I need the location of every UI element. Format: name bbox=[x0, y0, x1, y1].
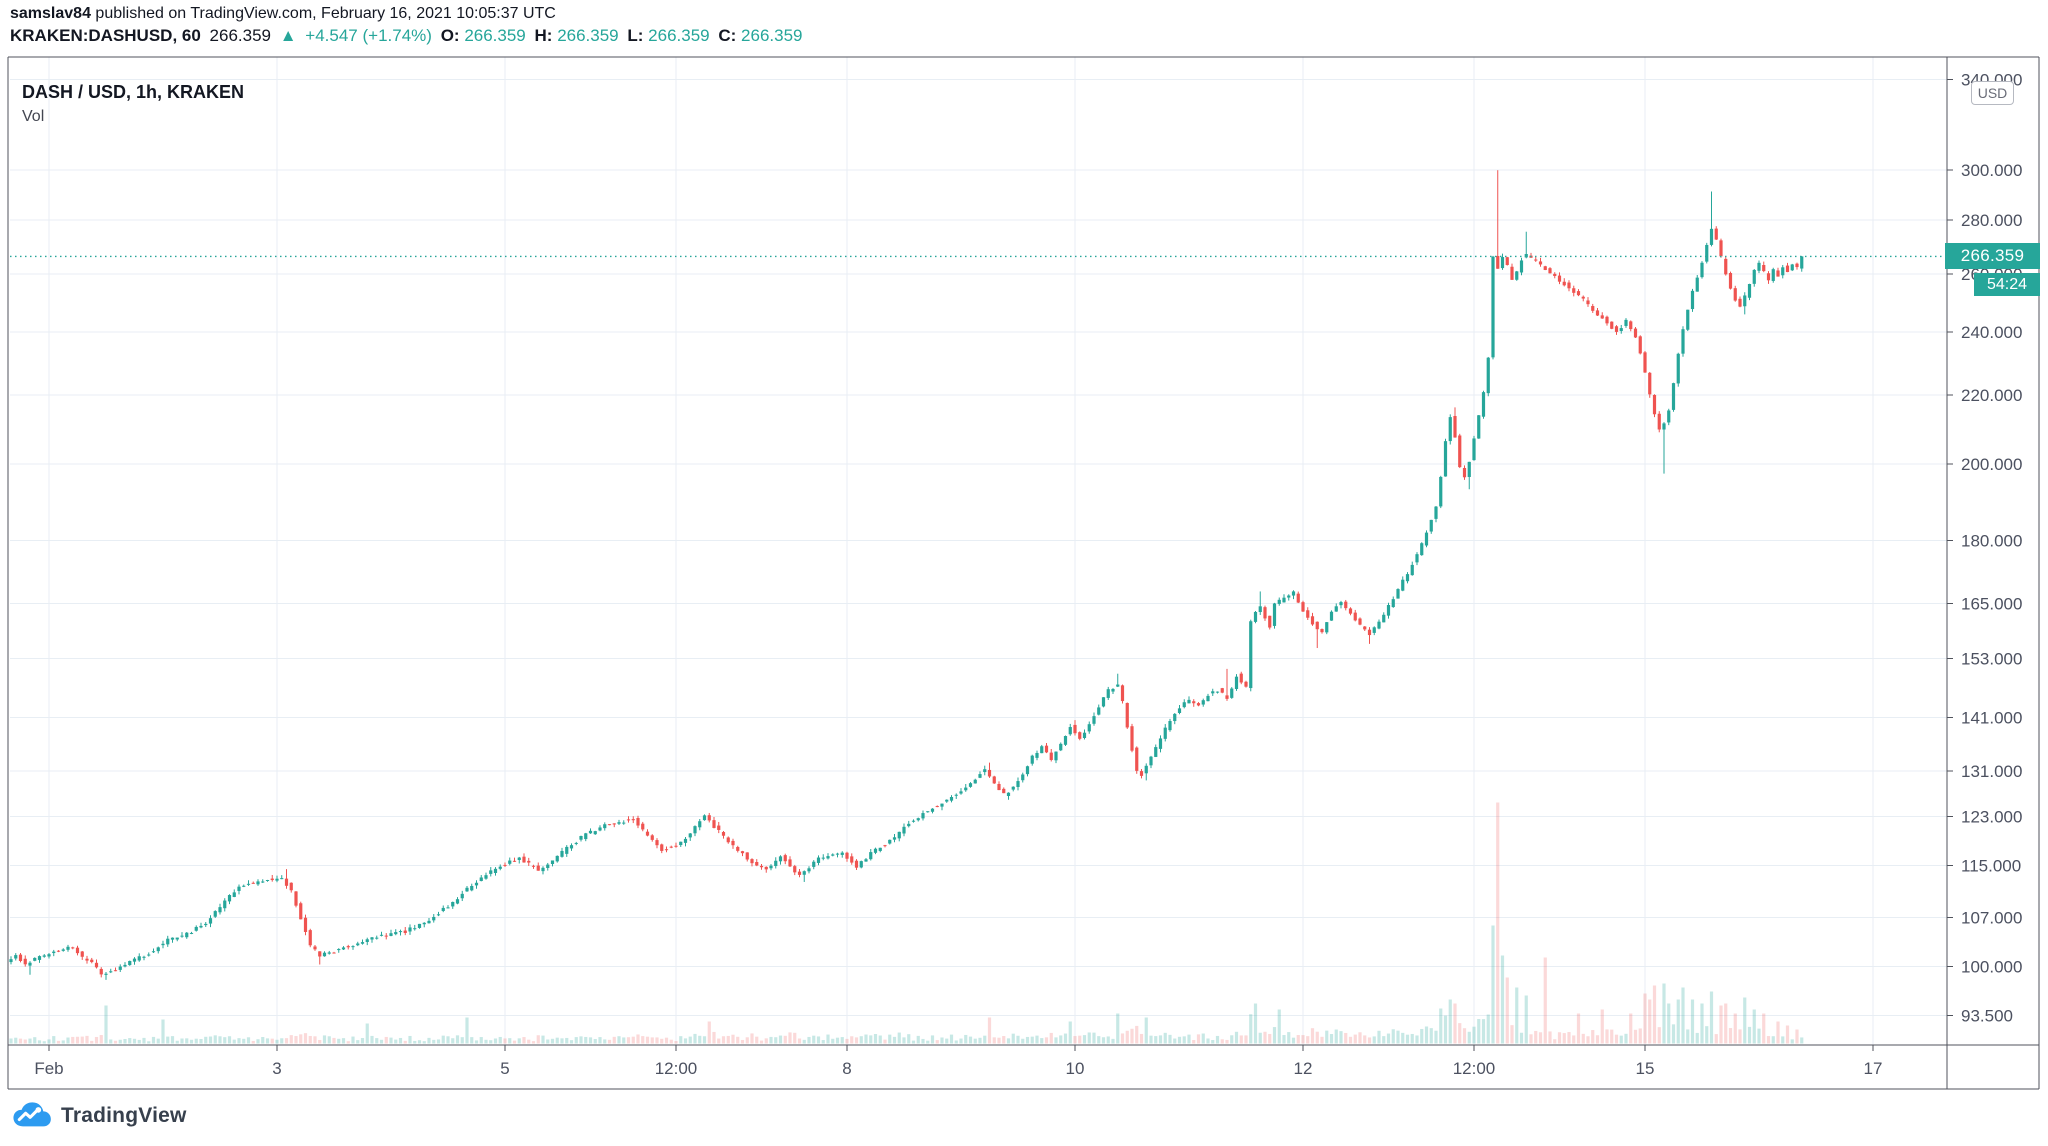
open-value: 266.359 bbox=[464, 26, 526, 45]
svg-text:165.000: 165.000 bbox=[1961, 595, 2022, 614]
up-arrow-icon: ▲ bbox=[279, 26, 297, 45]
current-price-badge: 266.359 bbox=[1945, 243, 2040, 269]
svg-text:Feb: Feb bbox=[34, 1059, 63, 1078]
svg-text:180.000: 180.000 bbox=[1961, 532, 2022, 551]
publish-text: published on TradingView.com, February 1… bbox=[90, 5, 556, 22]
last-price: 266.359 bbox=[209, 26, 271, 45]
symbol-interval: KRAKEN:DASHUSD, 60 bbox=[10, 26, 201, 45]
high-value: 266.359 bbox=[557, 26, 619, 45]
tradingview-logo-text: TradingView bbox=[61, 1103, 187, 1127]
svg-text:5: 5 bbox=[500, 1059, 509, 1078]
svg-text:280.000: 280.000 bbox=[1961, 211, 2022, 230]
tradingview-cloud-icon bbox=[13, 1102, 51, 1127]
svg-text:12:00: 12:00 bbox=[1453, 1059, 1496, 1078]
svg-text:123.000: 123.000 bbox=[1961, 808, 2022, 827]
svg-text:153.000: 153.000 bbox=[1961, 649, 2022, 668]
svg-text:3: 3 bbox=[272, 1059, 281, 1078]
tradingview-logo[interactable]: TradingView bbox=[12, 1101, 187, 1130]
svg-text:15: 15 bbox=[1636, 1059, 1655, 1078]
close-label: C: bbox=[718, 26, 737, 45]
svg-text:240.000: 240.000 bbox=[1961, 323, 2022, 342]
currency-unit-button[interactable]: USD bbox=[1971, 81, 2014, 105]
svg-text:200.000: 200.000 bbox=[1961, 455, 2022, 474]
svg-text:8: 8 bbox=[842, 1059, 851, 1078]
high-label: H: bbox=[534, 26, 553, 45]
svg-text:10: 10 bbox=[1066, 1059, 1085, 1078]
low-value: 266.359 bbox=[648, 26, 710, 45]
svg-text:300.000: 300.000 bbox=[1961, 161, 2022, 180]
svg-text:17: 17 bbox=[1864, 1059, 1883, 1078]
author-name: samslav84 bbox=[10, 5, 91, 22]
svg-text:107.000: 107.000 bbox=[1961, 909, 2022, 928]
publish-header: samslav84 published on TradingView.com, … bbox=[10, 5, 556, 23]
svg-text:100.000: 100.000 bbox=[1961, 958, 2022, 977]
svg-text:220.000: 220.000 bbox=[1961, 386, 2022, 405]
open-label: O: bbox=[440, 26, 460, 45]
chart-legend-title[interactable]: DASH / USD, 1h, KRAKEN bbox=[22, 82, 245, 102]
volume-indicator-label[interactable]: Vol bbox=[22, 108, 45, 125]
bar-countdown-badge: 54:24 bbox=[1974, 273, 2040, 296]
svg-text:115.000: 115.000 bbox=[1961, 856, 2021, 875]
svg-text:131.000: 131.000 bbox=[1961, 762, 2022, 781]
close-value: 266.359 bbox=[741, 26, 803, 45]
svg-text:141.000: 141.000 bbox=[1961, 709, 2022, 728]
symbol-status-line: KRAKEN:DASHUSD, 60 266.359 ▲ +4.547 (+1.… bbox=[10, 26, 806, 46]
change-text: +4.547 (+1.74%) bbox=[305, 26, 432, 45]
svg-text:12: 12 bbox=[1294, 1059, 1313, 1078]
svg-text:12:00: 12:00 bbox=[655, 1059, 698, 1078]
low-label: L: bbox=[627, 26, 644, 45]
svg-text:93.500: 93.500 bbox=[1961, 1006, 2013, 1025]
